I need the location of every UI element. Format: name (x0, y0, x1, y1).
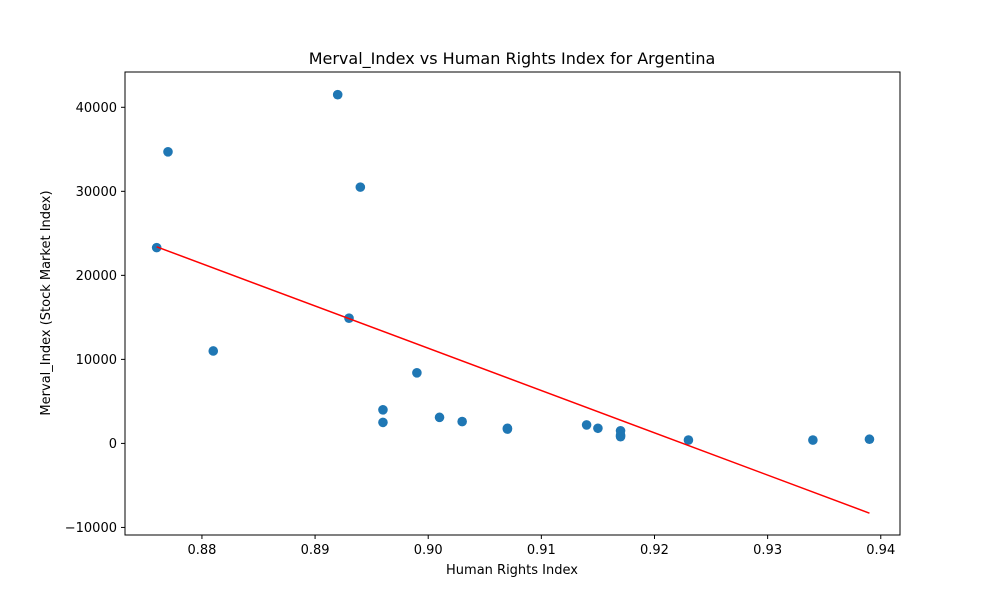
data-point (163, 147, 173, 157)
data-point (457, 416, 467, 427)
data-point (332, 89, 343, 100)
data-point (355, 182, 366, 192)
data-point (808, 435, 818, 445)
data-point (378, 404, 388, 415)
x-tick-label: 0.91 (527, 543, 556, 558)
plot-frame (124, 71, 901, 536)
x-tick-label: 0.90 (414, 543, 443, 558)
plot-content (151, 89, 875, 514)
x-tick-label: 0.92 (640, 543, 669, 558)
x-tick-label: 0.94 (866, 543, 895, 558)
data-point (615, 431, 626, 442)
y-tick-label: 30000 (76, 185, 117, 200)
y-axis-label: Merval_Index (Stock Market Index) (39, 190, 54, 415)
data-point (434, 412, 445, 423)
x-tick-label: 0.88 (187, 543, 216, 558)
x-axis-ticks: 0.88 0.89 0.90 0.91 0.92 0.93 0.94 (187, 535, 895, 558)
y-tick-label: 0 (109, 437, 117, 452)
trend-line (156, 246, 870, 514)
data-point (683, 435, 694, 445)
y-tick-label: −10000 (65, 521, 117, 536)
data-point (208, 346, 219, 356)
data-point (864, 434, 875, 445)
x-tick-label: 0.93 (753, 543, 782, 558)
x-tick-label: 0.89 (301, 543, 330, 558)
chart-title: Merval_Index vs Human Rights Index for A… (309, 49, 716, 69)
data-point (151, 242, 162, 253)
y-tick-label: 40000 (76, 101, 117, 116)
data-point (412, 368, 422, 378)
y-tick-label: 10000 (76, 353, 117, 368)
data-point (593, 423, 603, 434)
data-point (581, 420, 592, 430)
data-point (378, 417, 388, 428)
data-point (502, 424, 513, 434)
y-tick-label: 20000 (76, 269, 117, 284)
x-axis-label: Human Rights Index (446, 563, 578, 578)
y-axis-ticks: −10000 0 10000 20000 30000 40000 (65, 101, 125, 536)
